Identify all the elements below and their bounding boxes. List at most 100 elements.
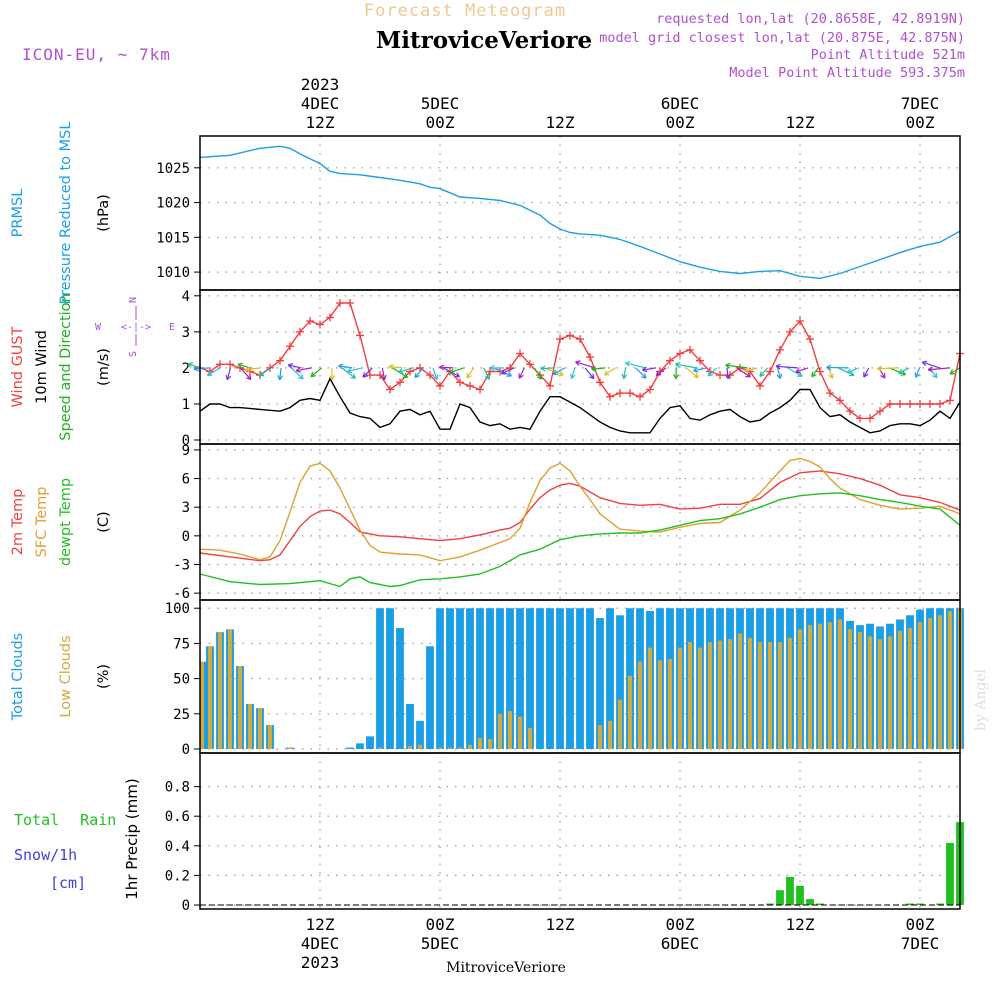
wind-arrow-head: [775, 363, 781, 370]
bar-low-clouds: [458, 747, 462, 749]
wind-arrow: [518, 367, 525, 379]
wind-arrow-head: [675, 361, 681, 368]
wind-arrow-head: [536, 374, 543, 380]
wind-arrow: [544, 367, 564, 376]
time-label-bottom: 00Z: [426, 915, 455, 934]
side-label: 1hr Precip (mm): [123, 778, 141, 899]
wind-arrow: [552, 367, 566, 375]
wind-arrow: [623, 367, 627, 379]
time-label-top: 5DEC: [421, 94, 460, 113]
gust-marker: [486, 367, 494, 376]
wind-arrow: [279, 367, 282, 380]
wind-arrow-head: [388, 363, 394, 370]
wind-arrow-head: [898, 368, 904, 375]
bar-low-clouds: [898, 630, 902, 749]
bar-total-clouds: [506, 608, 514, 749]
bar-total-clouds: [426, 646, 434, 749]
wind-arrow-head: [244, 366, 251, 373]
bar-total-clouds: [536, 608, 544, 749]
bar-low-clouds: [658, 660, 662, 749]
time-label-bottom: 12Z: [786, 915, 815, 934]
wind-arrow: [338, 365, 353, 369]
gust-marker: [366, 371, 374, 380]
wind-arrow-head: [414, 372, 420, 379]
ytick-label: 1025: [156, 161, 190, 177]
bar-low-clouds: [418, 744, 422, 749]
wind-arrow-head: [193, 365, 200, 372]
wind-arrow: [795, 367, 809, 373]
wind-arrow: [381, 367, 386, 380]
gust-marker: [776, 345, 784, 354]
bar-total-clouds: [416, 720, 424, 749]
compass-west: W: [95, 322, 102, 333]
wind-arrow-head: [225, 374, 232, 381]
bar-low-clouds: [728, 639, 732, 749]
bar-low-clouds: [928, 618, 932, 749]
side-label: 2m Temp: [10, 489, 26, 556]
side-label: Total Rain: [14, 811, 116, 829]
bar-total-clouds: [616, 615, 624, 749]
gust-marker: [306, 317, 314, 326]
wind-arrow-head: [759, 371, 765, 377]
bar-total-clouds: [516, 608, 524, 749]
gust-marker: [786, 327, 794, 336]
bar-low-clouds: [498, 713, 502, 749]
wind-arrow-head: [932, 372, 938, 379]
bar-low-clouds: [468, 744, 472, 749]
wind-arrow-head: [466, 372, 472, 379]
compass-north: N: [128, 297, 139, 303]
bar-low-clouds: [518, 716, 522, 749]
wind-arrow: [194, 367, 211, 370]
side-label: Low Clouds: [58, 635, 74, 717]
wind-arrow-head: [237, 362, 243, 369]
time-label-top: 7DEC: [901, 94, 940, 113]
ytick-label: 0: [182, 898, 190, 914]
gust-marker: [896, 399, 904, 408]
wind-arrow: [362, 367, 373, 378]
gust-marker: [656, 367, 664, 376]
time-label-bottom: 12Z: [546, 915, 575, 934]
wind-arrow-head: [744, 367, 750, 374]
gust-marker: [866, 414, 874, 423]
bar-total-clouds: [356, 743, 364, 749]
gust-marker: [826, 389, 834, 398]
bar-low-clouds: [858, 632, 862, 749]
gust-marker: [396, 378, 404, 387]
gust-marker: [456, 378, 464, 387]
side-label: (hPa): [96, 194, 112, 231]
gust-marker: [526, 360, 534, 369]
bar-low-clouds: [908, 627, 912, 749]
wind-arrow-head: [707, 371, 714, 377]
gust-marker: [436, 381, 444, 390]
wind-arrow-head: [575, 360, 581, 366]
wind-arrow-head: [187, 362, 193, 368]
bar-total-clouds: [556, 608, 564, 749]
wind-arrow: [570, 367, 576, 379]
wind-arrow-head: [621, 373, 628, 380]
gust-marker: [806, 335, 814, 344]
ytick-label: -6: [173, 586, 190, 602]
bar-low-clouds: [228, 629, 232, 749]
bar-low-clouds: [938, 615, 942, 749]
bar-total-rain: [906, 903, 914, 905]
panel-4: 0 0.2 0.4 0.6 0.8 Total Rain Snow/1h [cm] 1hr Pr…: [14, 752, 964, 914]
side-label: Wind GUST: [10, 326, 26, 407]
bar-total-clouds: [576, 608, 584, 749]
panel-0: 1010 1015 1020 1025 PRMSL Pressure Reduced to…: [10, 122, 961, 304]
bar-total-rain: [776, 890, 784, 905]
bar-low-clouds: [798, 629, 802, 749]
gust-marker: [606, 392, 614, 401]
panel-frame: [199, 752, 961, 910]
bar-total-clouds: [366, 736, 374, 749]
compass-south: S: [128, 351, 139, 357]
wind-arrow: [726, 367, 729, 379]
ytick-label: 1020: [156, 196, 190, 212]
time-label-bottom: 6DEC: [661, 934, 700, 953]
bar-low-clouds: [268, 725, 272, 749]
bar-low-clouds: [808, 625, 812, 749]
time-label-top: 4DEC: [301, 94, 340, 113]
bar-low-clouds: [218, 632, 222, 749]
bar-low-clouds: [948, 611, 952, 749]
wind-arrow-head: [591, 366, 597, 372]
gust-marker: [516, 349, 524, 358]
